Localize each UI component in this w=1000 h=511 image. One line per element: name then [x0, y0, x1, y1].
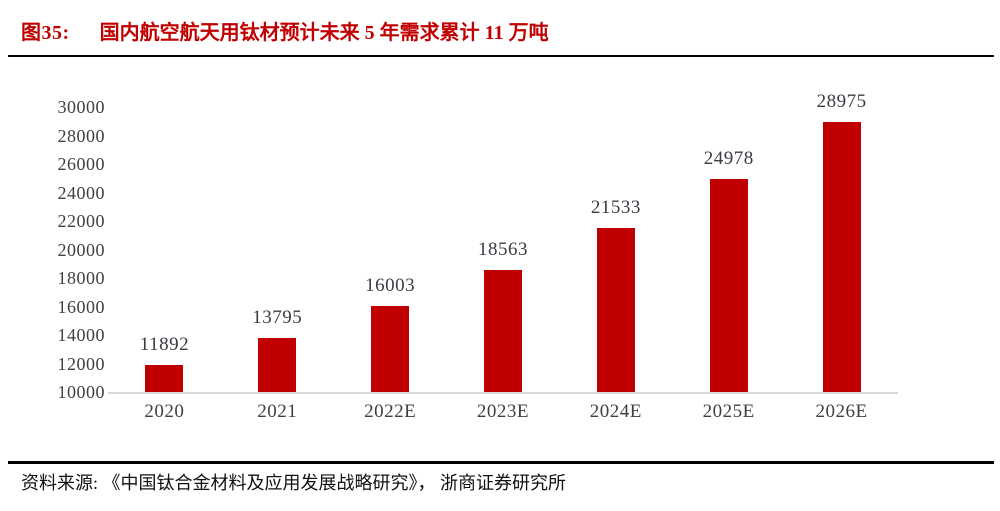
- bar-column: 28975 2026E: [785, 91, 898, 422]
- y-tick-label: 30000: [57, 97, 105, 117]
- x-tick-label: 2020: [144, 401, 185, 422]
- x-tick-label: 2026E: [815, 401, 868, 422]
- figure-title-text: 国内航空航天用钛材预计未来 5 年需求累计 11 万吨: [99, 22, 549, 44]
- bar-column: 18563 2023E: [447, 107, 560, 422]
- value-label: 24978: [703, 147, 754, 169]
- bar-2025E: [709, 178, 748, 392]
- y-tick-label: 18000: [57, 268, 105, 288]
- y-tick-label: 20000: [57, 239, 105, 260]
- x-tick-label: 2025E: [702, 401, 755, 422]
- value-label: 13795: [252, 306, 303, 328]
- y-tick-label: 10000: [57, 382, 105, 402]
- bar-2021: [258, 337, 297, 392]
- value-label: 16003: [365, 275, 416, 297]
- bar-2023E: [483, 269, 522, 392]
- y-tick-label: 22000: [57, 211, 105, 231]
- figure-number-label: 图35:: [21, 22, 70, 44]
- source-attribution: 资料来源: 《中国钛合金材料及应用发展战略研究》， 浙商证券研究所: [21, 473, 566, 493]
- bar-2024E: [596, 227, 635, 392]
- x-tick-label: 2022E: [364, 401, 417, 422]
- value-label: 21533: [590, 196, 641, 218]
- value-label: 11892: [139, 334, 190, 356]
- y-tick-label: 16000: [57, 296, 105, 317]
- bar-2026E: [822, 121, 861, 392]
- bar-column: 16003 2022E: [334, 107, 447, 422]
- x-axis-baseline: [108, 392, 898, 394]
- bar-column: 24978 2025E: [672, 107, 785, 422]
- plot-area: 11892 2020 13795 2021 16003 2022E 18563 2023E 21…: [108, 91, 898, 422]
- bar-column: 21533 2024E: [559, 107, 672, 422]
- y-tick-label: 26000: [57, 154, 105, 174]
- value-label: 18563: [477, 238, 528, 260]
- value-label: 28975: [816, 90, 867, 112]
- bar-2022E: [371, 306, 410, 392]
- footer-divider-line: [8, 461, 994, 464]
- bar-column: 11892 2020: [108, 107, 221, 422]
- y-tick-label: 24000: [57, 182, 105, 203]
- x-tick-label: 2024E: [589, 401, 642, 422]
- y-tick-label: 14000: [57, 325, 105, 345]
- y-tick-label: 12000: [57, 353, 105, 374]
- bar-column: 13795 2021: [221, 107, 334, 422]
- y-tick-label: 28000: [57, 125, 105, 146]
- y-axis: 30000 28000 26000 24000 22000 20000 18000 16000…: [0, 0, 105, 440]
- figure-title: 图35: 国内航空航天用钛材预计未来 5 年需求累计 11 万吨: [21, 20, 549, 46]
- x-tick-label: 2023E: [476, 401, 530, 422]
- title-divider-line: [8, 55, 994, 57]
- x-tick-label: 2021: [257, 401, 298, 422]
- bar-2020: [145, 365, 184, 392]
